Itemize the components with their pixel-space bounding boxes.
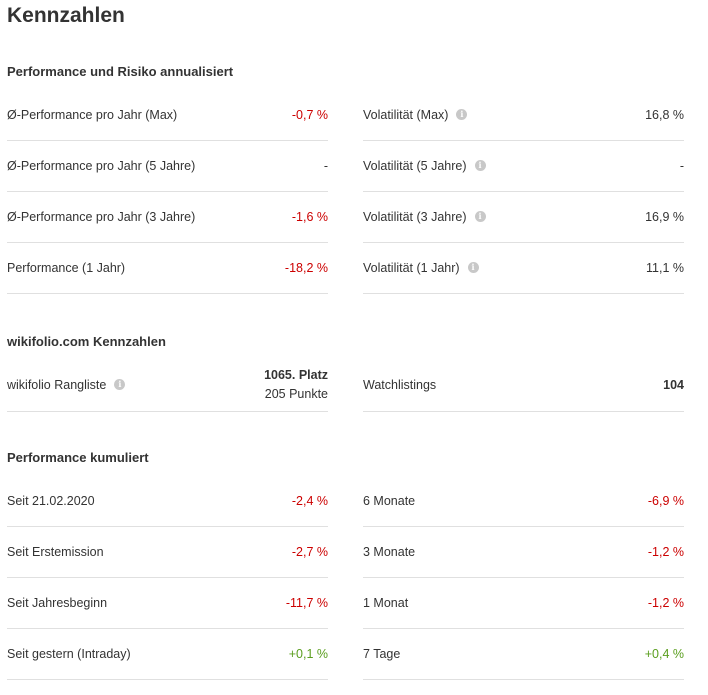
metric-row: Volatilität (1 Jahr) i 11,1 %: [363, 242, 684, 294]
metric-row: Ø-Performance pro Jahr (5 Jahre) -: [7, 140, 328, 192]
metric-label: 6 Monate: [363, 493, 416, 508]
metric-value: -0,7 %: [291, 107, 328, 122]
ranking-points: 205 Punkte: [264, 386, 328, 401]
metric-value: 16,9 %: [645, 209, 684, 224]
metric-label: Ø-Performance pro Jahr (5 Jahre): [7, 158, 196, 173]
metric-value: +0,4 %: [644, 646, 684, 661]
metric-row: Watchlistings 104: [363, 358, 684, 412]
metric-value: -2,7 %: [291, 544, 328, 559]
metric-row: Volatilität (3 Jahre) i 16,9 %: [363, 191, 684, 243]
page-title: Kennzahlen: [7, 4, 125, 27]
metric-value: -: [323, 158, 328, 173]
section-title-performance-kumuliert: Performance kumuliert: [7, 450, 149, 465]
metric-value: 104: [663, 377, 684, 392]
metric-row: Volatilität (5 Jahre) i -: [363, 140, 684, 192]
metric-value: -: [679, 158, 684, 173]
metric-row: 6 Monate -6,9 %: [363, 475, 684, 527]
metric-value: -1,2 %: [647, 595, 684, 610]
section-title-wikifolio-kennzahlen: wikifolio.com Kennzahlen: [7, 334, 166, 349]
info-icon[interactable]: i: [456, 109, 468, 120]
metric-label: 3 Monate: [363, 544, 416, 559]
metric-label: Performance (1 Jahr): [7, 260, 126, 275]
metric-label: Ø-Performance pro Jahr (Max): [7, 107, 178, 122]
info-icon[interactable]: i: [474, 211, 486, 222]
metric-row: wikifolio Rangliste i 1065. Platz 205 Pun…: [7, 358, 328, 412]
metric-value: -2,4 %: [291, 493, 328, 508]
metric-row: 3 Monate -1,2 %: [363, 526, 684, 578]
metric-row: Seit Erstemission -2,7 %: [7, 526, 328, 578]
metric-value: 16,8 %: [645, 107, 684, 122]
metric-label: Volatilität (3 Jahre): [363, 209, 467, 224]
metric-label: Seit Erstemission: [7, 544, 104, 559]
ranking-value: 1065. Platz 205 Punkte: [264, 366, 328, 404]
metric-value: +0,1 %: [288, 646, 328, 661]
metric-value: 11,1 %: [646, 260, 684, 275]
metric-row: Seit gestern (Intraday) +0,1 %: [7, 628, 328, 680]
metric-row: Ø-Performance pro Jahr (3 Jahre) -1,6 %: [7, 191, 328, 243]
metric-row: Ø-Performance pro Jahr (Max) -0,7 %: [7, 89, 328, 141]
metric-value: -1,6 %: [291, 209, 328, 224]
metric-row: 7 Tage +0,4 %: [363, 628, 684, 680]
metric-label: Volatilität (1 Jahr): [363, 260, 460, 275]
info-icon[interactable]: i: [467, 262, 479, 273]
metric-value: -11,7 %: [285, 595, 328, 610]
metric-label: wikifolio Rangliste: [7, 377, 107, 392]
info-icon[interactable]: i: [474, 160, 486, 171]
info-icon[interactable]: i: [114, 379, 126, 390]
section-title-performance-risiko: Performance und Risiko annualisiert: [7, 64, 234, 79]
ranking-place: 1065. Platz: [264, 367, 328, 382]
metric-value: -6,9 %: [647, 493, 684, 508]
metric-value: -1,2 %: [647, 544, 684, 559]
metric-label: Seit gestern (Intraday): [7, 646, 131, 661]
metric-label: 7 Tage: [363, 646, 401, 661]
metric-value: -18,2 %: [284, 260, 328, 275]
metric-row: 1 Monat -1,2 %: [363, 577, 684, 629]
metric-label: 1 Monat: [363, 595, 409, 610]
metric-row: Volatilität (Max) i 16,8 %: [363, 89, 684, 141]
metric-row: Seit 21.02.2020 -2,4 %: [7, 475, 328, 527]
metric-label: Ø-Performance pro Jahr (3 Jahre): [7, 209, 196, 224]
metric-label: Seit Jahresbeginn: [7, 595, 108, 610]
metric-label: Volatilität (5 Jahre): [363, 158, 467, 173]
metric-label: Watchlistings: [363, 377, 437, 392]
metric-label: Seit 21.02.2020: [7, 493, 95, 508]
metric-label: Volatilität (Max): [363, 107, 449, 122]
metric-row: Performance (1 Jahr) -18,2 %: [7, 242, 328, 294]
metric-row: Seit Jahresbeginn -11,7 %: [7, 577, 328, 629]
